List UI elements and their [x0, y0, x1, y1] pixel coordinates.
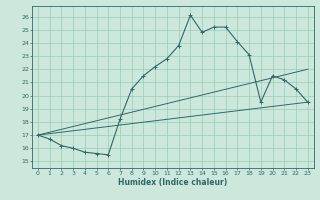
X-axis label: Humidex (Indice chaleur): Humidex (Indice chaleur) — [118, 178, 228, 187]
